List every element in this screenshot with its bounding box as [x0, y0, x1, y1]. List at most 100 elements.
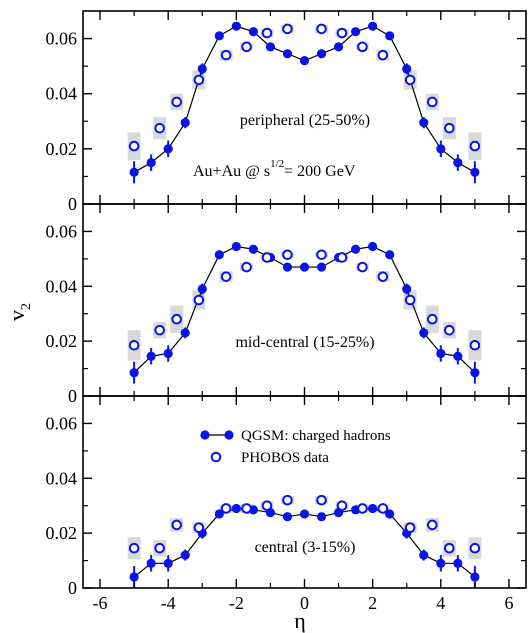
- y-tick-label: 0: [68, 386, 77, 406]
- phobos-point: [469, 339, 481, 351]
- qgsm-point: [436, 558, 446, 568]
- qgsm-point: [385, 250, 395, 260]
- qgsm-point: [282, 512, 293, 522]
- phobos-point: [469, 140, 481, 152]
- qgsm-point: [180, 328, 190, 338]
- phobos-point: [261, 500, 273, 512]
- phobos-point: [282, 249, 293, 261]
- qgsm-point: [146, 158, 156, 168]
- phobos-point: [261, 27, 273, 39]
- panels-layer: 0 0.02 0.04 0.06 peripheral (25-50%) 0 0.02 0.0…: [46, 10, 527, 613]
- qgsm-point: [180, 550, 190, 560]
- phobos-point: [220, 49, 232, 61]
- qgsm-point: [316, 512, 327, 522]
- qgsm-point: [385, 509, 395, 519]
- phobos-point: [404, 522, 416, 533]
- annotation-prefix: Au+Au @ s: [193, 163, 270, 180]
- y-axis-title-subscript: 2: [19, 303, 34, 310]
- phobos-point: [193, 522, 205, 533]
- panel-1: 0 0.02 0.04 0.06 mid-central (15-25%): [46, 203, 527, 406]
- phobos-point: [316, 249, 327, 261]
- qgsm-point: [197, 284, 207, 294]
- phobos-point: [444, 122, 455, 134]
- phobos-point: [220, 503, 232, 514]
- phobos-point: [444, 542, 455, 554]
- phobos-point: [171, 96, 183, 108]
- phobos-point: [336, 27, 348, 39]
- qgsm-point: [214, 31, 224, 41]
- qgsm-point: [214, 250, 224, 260]
- qgsm-point: [453, 158, 463, 168]
- phobos-point: [261, 252, 273, 263]
- qgsm-point: [146, 558, 156, 568]
- qgsm-point: [316, 49, 327, 59]
- qgsm-point: [419, 118, 429, 128]
- y-tick-label: 0.06: [46, 413, 78, 433]
- qgsm-point: [453, 558, 463, 568]
- qgsm-point: [351, 27, 361, 37]
- qgsm-point: [368, 503, 378, 514]
- y-tick-label: 0.02: [46, 139, 78, 159]
- legend-phobos-marker: [210, 451, 222, 463]
- annotation-suffix: = 200 GeV: [284, 163, 356, 180]
- qgsm-point: [299, 262, 310, 272]
- annotation-superscript: 1/2: [270, 158, 284, 170]
- qgsm-point: [351, 244, 361, 254]
- qgsm-point: [333, 42, 344, 52]
- qgsm-point: [163, 558, 173, 568]
- qgsm-point: [436, 144, 446, 154]
- y-tick-label: 0.02: [46, 331, 78, 351]
- qgsm-point: [436, 348, 446, 359]
- phobos-point: [357, 261, 368, 273]
- y-tick-label: 0.04: [46, 276, 78, 296]
- phobos-point: [193, 294, 205, 306]
- qgsm-point: [419, 550, 429, 560]
- y-tick-label: 0.02: [46, 523, 78, 543]
- y-tick-label: 0.04: [46, 468, 78, 488]
- y-tick-label: 0.06: [46, 29, 78, 49]
- qgsm-point: [385, 31, 395, 41]
- qgsm-point: [231, 21, 241, 31]
- collision-annotation: Au+Au @ s1/2= 200 GeV: [193, 158, 356, 180]
- phobos-point: [241, 41, 252, 53]
- qgsm-point: [129, 167, 139, 177]
- qgsm-point: [402, 64, 412, 74]
- phobos-point: [282, 23, 293, 35]
- qgsm-point: [282, 49, 293, 59]
- phobos-point: [128, 339, 140, 351]
- qgsm-point: [453, 351, 463, 361]
- phobos-point: [377, 49, 389, 61]
- phobos-point: [404, 74, 416, 86]
- panel-label: peripheral (25-50%): [240, 112, 370, 129]
- qgsm-point: [470, 368, 480, 378]
- phobos-point: [128, 140, 140, 152]
- panel-label: central (3-15%): [255, 539, 356, 556]
- panel-label: mid-central (15-25%): [235, 334, 374, 351]
- phobos-point: [444, 324, 455, 336]
- qgsm-point: [129, 572, 139, 582]
- qgsm-point: [316, 262, 327, 272]
- qgsm-point: [470, 572, 480, 582]
- phobos-point: [336, 500, 348, 512]
- y-tick-label: 0: [68, 578, 77, 598]
- x-tick-label: 0: [300, 593, 309, 613]
- x-axis-title: η: [294, 608, 306, 633]
- phobos-point: [154, 122, 165, 134]
- phobos-point: [426, 313, 438, 325]
- phobos-point: [426, 519, 438, 531]
- legend-qgsm-marker: [200, 430, 210, 440]
- phobos-point: [220, 271, 232, 282]
- phobos-point: [469, 542, 481, 554]
- phobos-point: [377, 503, 389, 514]
- legend: QGSM: charged hadrons PHOBOS data: [200, 428, 391, 466]
- phobos-point: [316, 23, 327, 35]
- phobos-point: [336, 252, 348, 263]
- phobos-point: [154, 542, 165, 554]
- qgsm-point: [402, 284, 412, 294]
- y-tick-label: 0.04: [46, 84, 78, 104]
- qgsm-point: [197, 64, 207, 74]
- x-tick-label: -2: [229, 593, 244, 613]
- phobos-point: [171, 519, 183, 531]
- qgsm-point: [282, 262, 293, 272]
- qgsm-point: [265, 42, 276, 52]
